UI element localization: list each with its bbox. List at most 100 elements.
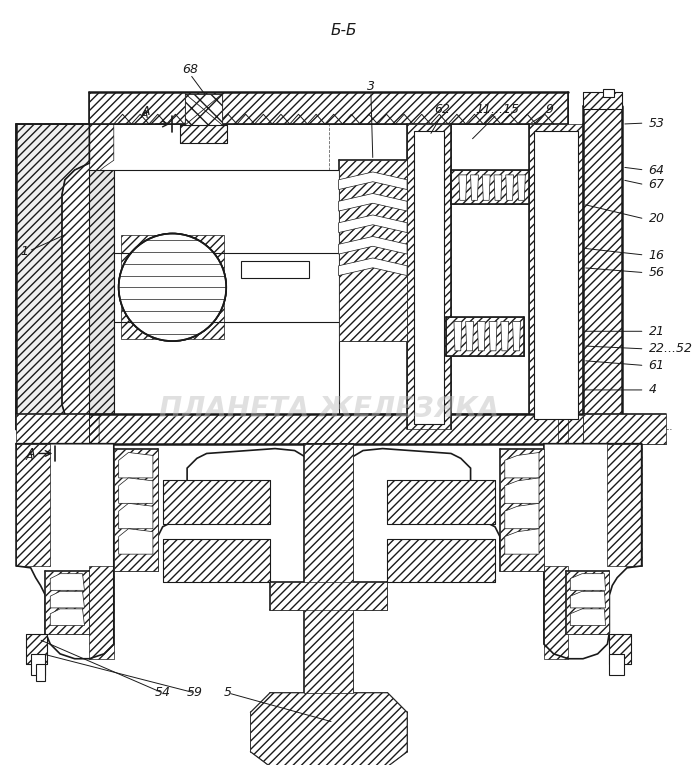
- Text: 1: 1: [21, 245, 29, 258]
- Bar: [603, 89, 615, 97]
- Polygon shape: [90, 414, 583, 444]
- Polygon shape: [570, 609, 606, 625]
- Polygon shape: [494, 175, 502, 200]
- Polygon shape: [454, 321, 462, 351]
- Polygon shape: [90, 414, 583, 564]
- Polygon shape: [506, 175, 514, 200]
- Text: 64: 64: [648, 163, 664, 176]
- Polygon shape: [90, 92, 568, 124]
- Polygon shape: [90, 170, 114, 414]
- Circle shape: [119, 234, 226, 341]
- Bar: [162, 539, 270, 583]
- Polygon shape: [512, 321, 520, 351]
- Bar: [36, 663, 46, 681]
- Text: 9: 9: [546, 103, 554, 116]
- Polygon shape: [16, 414, 90, 444]
- Polygon shape: [505, 503, 539, 529]
- Polygon shape: [470, 175, 478, 200]
- Polygon shape: [16, 124, 90, 429]
- Text: 4: 4: [648, 383, 657, 396]
- Polygon shape: [570, 574, 606, 591]
- Polygon shape: [466, 321, 473, 351]
- Text: 5: 5: [224, 687, 232, 700]
- Polygon shape: [446, 317, 524, 356]
- Polygon shape: [489, 321, 497, 351]
- Polygon shape: [90, 92, 568, 124]
- Text: А: А: [140, 110, 148, 120]
- Polygon shape: [505, 478, 539, 503]
- Polygon shape: [566, 570, 610, 635]
- Text: 56: 56: [648, 266, 664, 279]
- Polygon shape: [339, 194, 407, 211]
- Polygon shape: [16, 124, 90, 429]
- Polygon shape: [529, 124, 583, 429]
- Polygon shape: [544, 444, 642, 659]
- Polygon shape: [407, 124, 451, 429]
- Polygon shape: [458, 175, 467, 200]
- Text: 62: 62: [434, 103, 450, 116]
- Text: 21: 21: [648, 325, 664, 337]
- Polygon shape: [46, 570, 90, 635]
- Polygon shape: [270, 583, 388, 610]
- Text: 20: 20: [648, 212, 664, 225]
- Bar: [181, 125, 228, 142]
- Text: А: А: [26, 452, 34, 462]
- Polygon shape: [50, 609, 85, 625]
- Polygon shape: [339, 215, 407, 232]
- Text: 22...52: 22...52: [648, 342, 692, 355]
- Bar: [388, 539, 495, 583]
- Polygon shape: [119, 478, 153, 503]
- Polygon shape: [339, 172, 407, 190]
- Bar: [610, 654, 624, 676]
- Polygon shape: [119, 503, 153, 529]
- Polygon shape: [186, 94, 223, 125]
- Polygon shape: [50, 574, 85, 591]
- Polygon shape: [119, 453, 153, 478]
- Polygon shape: [477, 321, 485, 351]
- Polygon shape: [517, 175, 525, 200]
- Polygon shape: [451, 170, 529, 204]
- Polygon shape: [501, 321, 509, 351]
- Text: 59: 59: [187, 687, 203, 700]
- Polygon shape: [119, 529, 153, 554]
- Polygon shape: [65, 124, 114, 429]
- Text: 61: 61: [648, 359, 664, 372]
- Polygon shape: [16, 444, 114, 659]
- Text: Б-Б: Б-Б: [330, 22, 357, 38]
- Polygon shape: [304, 444, 354, 693]
- Text: 53: 53: [648, 117, 664, 129]
- Polygon shape: [583, 414, 666, 444]
- Polygon shape: [570, 591, 606, 608]
- Polygon shape: [482, 175, 490, 200]
- Text: А: А: [27, 447, 36, 460]
- Polygon shape: [339, 258, 407, 276]
- Polygon shape: [114, 170, 339, 414]
- Polygon shape: [114, 449, 158, 570]
- Polygon shape: [241, 261, 309, 278]
- Bar: [31, 654, 46, 676]
- Polygon shape: [583, 107, 622, 429]
- Text: ПЛАНЕТА ЖЕЛЕЗЯКА: ПЛАНЕТА ЖЕЛЕЗЯКА: [159, 396, 499, 423]
- Text: А: А: [142, 104, 150, 118]
- Polygon shape: [534, 131, 578, 420]
- Polygon shape: [505, 529, 539, 554]
- Bar: [162, 480, 270, 524]
- Polygon shape: [114, 92, 568, 124]
- Polygon shape: [505, 453, 539, 478]
- Bar: [583, 92, 622, 109]
- Bar: [186, 94, 223, 125]
- Text: 67: 67: [648, 178, 664, 191]
- Polygon shape: [16, 124, 65, 429]
- Text: 3: 3: [367, 80, 375, 94]
- Text: 16: 16: [648, 248, 664, 262]
- Bar: [388, 480, 495, 524]
- Text: 68: 68: [182, 63, 198, 76]
- Bar: [610, 635, 631, 663]
- Polygon shape: [339, 160, 407, 341]
- Polygon shape: [50, 591, 85, 608]
- Bar: [26, 635, 48, 663]
- Text: 11...15: 11...15: [475, 103, 519, 116]
- Polygon shape: [414, 131, 444, 424]
- Polygon shape: [500, 449, 544, 570]
- Polygon shape: [251, 693, 407, 766]
